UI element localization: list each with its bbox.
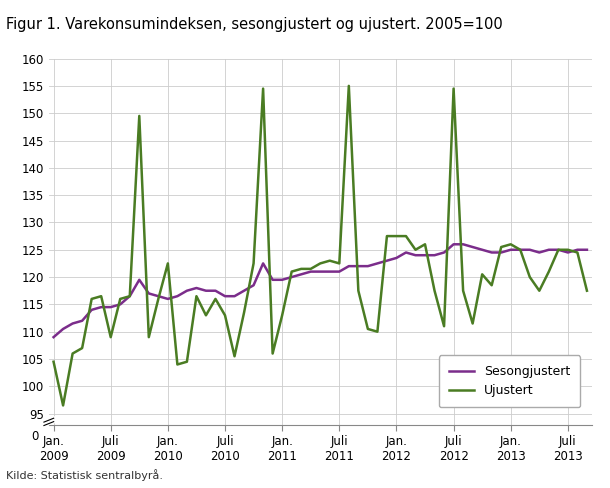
Ujustert	[59, 403, 66, 408]
Ujustert	[88, 296, 95, 302]
Ujustert	[431, 288, 438, 294]
Sesongjustert	[583, 247, 590, 253]
Sesongjustert	[422, 252, 429, 258]
Sesongjustert	[69, 321, 76, 326]
Line: Sesongjustert: Sesongjustert	[54, 244, 587, 337]
Text: Figur 1. Varekonsumindeksen, sesongjustert og ujustert. 2005=100: Figur 1. Varekonsumindeksen, sesongjuste…	[6, 17, 503, 32]
Ujustert	[288, 269, 295, 275]
Ujustert	[440, 324, 448, 329]
Ujustert	[50, 359, 57, 365]
Ujustert	[583, 288, 590, 294]
Sesongjustert	[279, 277, 286, 283]
Text: Kilde: Statistisk sentralbyrå.: Kilde: Statistisk sentralbyrå.	[6, 469, 163, 481]
Sesongjustert	[79, 318, 86, 324]
Legend: Sesongjustert, Ujustert: Sesongjustert, Ujustert	[439, 355, 580, 407]
Ujustert	[79, 345, 86, 351]
Text: 0: 0	[31, 430, 38, 444]
Line: Ujustert: Ujustert	[54, 86, 587, 406]
Sesongjustert	[50, 334, 57, 340]
Ujustert	[345, 83, 353, 89]
Sesongjustert	[450, 242, 458, 247]
Sesongjustert	[193, 285, 200, 291]
Ujustert	[203, 312, 210, 318]
Sesongjustert	[412, 252, 419, 258]
